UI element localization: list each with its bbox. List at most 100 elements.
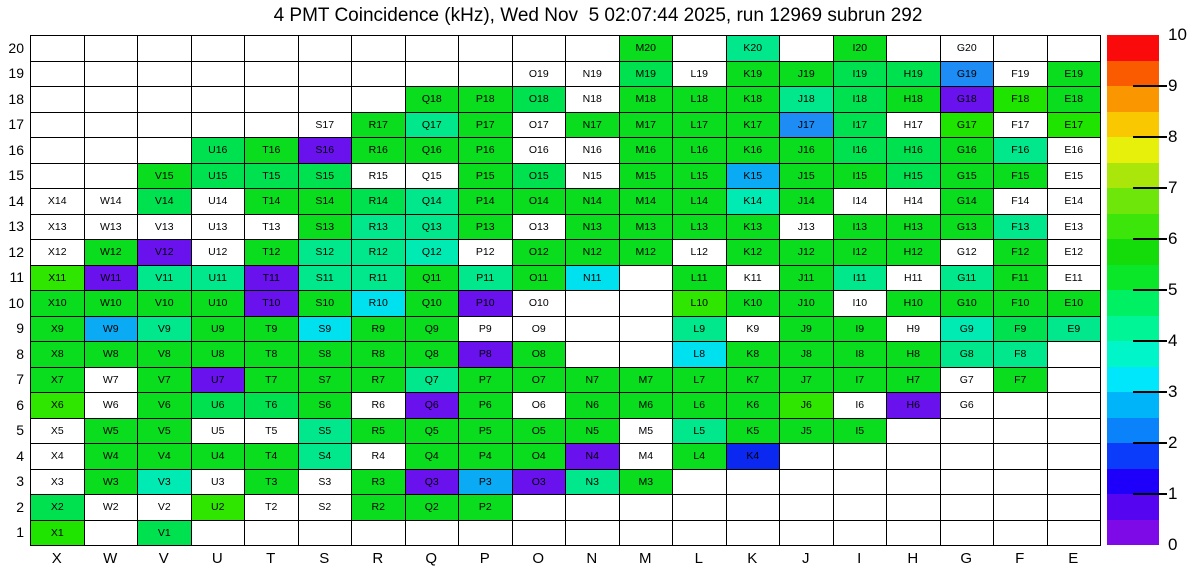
heatmap-cell-P14: P14: [459, 189, 513, 215]
heatmap-cell-P16: P16: [459, 138, 513, 164]
heatmap-cell-T10: T10: [245, 291, 299, 317]
heatmap-cell-T19: [245, 61, 299, 87]
colorbar-band: [1107, 468, 1159, 494]
heatmap-cell-F20: [994, 36, 1048, 62]
colorbar-tick: [1133, 442, 1167, 444]
heatmap-cell-Q6: Q6: [405, 393, 459, 419]
heatmap-cell-P13: P13: [459, 214, 513, 240]
heatmap-cell-V8: V8: [138, 342, 192, 368]
heatmap-cell-H20: [887, 36, 941, 62]
heatmap-cell-M7: M7: [619, 367, 673, 393]
y-axis-label-6: 6: [16, 396, 24, 413]
heatmap-cell-T20: [245, 36, 299, 62]
x-axis-label-N: N: [586, 549, 598, 567]
heatmap-cell-L2: [673, 495, 727, 521]
heatmap-cell-U16: U16: [191, 138, 245, 164]
heatmap-cell-Q10: Q10: [405, 291, 459, 317]
heatmap-cell-W18: [84, 87, 138, 113]
y-axis-label-16: 16: [8, 141, 24, 158]
heatmap-cell-H2: [887, 495, 941, 521]
heatmap-cell-P12: P12: [459, 240, 513, 266]
heatmap-cell-T12: T12: [245, 240, 299, 266]
heatmap-cell-H11: H11: [887, 265, 941, 291]
colorbar-tick-label-4: 4: [1168, 331, 1178, 350]
heatmap-cell-W11: W11: [84, 265, 138, 291]
heatmap-cell-H10: H10: [887, 291, 941, 317]
x-axis-label-E: E: [1068, 549, 1079, 567]
heatmap-cell-G8: G8: [940, 342, 994, 368]
heatmap-cell-R3: R3: [352, 469, 406, 495]
heatmap-cell-J13: J13: [780, 214, 834, 240]
colorbar-band: [1107, 111, 1159, 137]
heatmap-cell-S7: S7: [298, 367, 352, 393]
heatmap-cell-N1: [566, 520, 620, 546]
heatmap-cell-J18: J18: [780, 87, 834, 113]
heatmap-cell-V20: [138, 36, 192, 62]
heatmap-cell-S5: S5: [298, 418, 352, 444]
heatmap-cell-E2: [1047, 495, 1101, 521]
heatmap-cell-H1: [887, 520, 941, 546]
heatmap-cell-O18: O18: [512, 87, 566, 113]
heatmap-cell-J16: J16: [780, 138, 834, 164]
heatmap-cell-X13: X13: [31, 214, 85, 240]
heatmap-cell-J10: J10: [780, 291, 834, 317]
heatmap-cell-Q9: Q9: [405, 316, 459, 342]
y-axis-label-7: 7: [16, 371, 24, 388]
heatmap-cell-W2: W2: [84, 495, 138, 521]
heatmap-cell-M5: M5: [619, 418, 673, 444]
heatmap-cell-S8: S8: [298, 342, 352, 368]
heatmap-cell-I4: [833, 444, 887, 470]
heatmap-cell-Q11: Q11: [405, 265, 459, 291]
y-axis-label-2: 2: [16, 498, 24, 515]
heatmap-cell-O15: O15: [512, 163, 566, 189]
heatmap-cell-O16: O16: [512, 138, 566, 164]
heatmap-cell-O14: O14: [512, 189, 566, 215]
heatmap-cell-S20: [298, 36, 352, 62]
heatmap-cell-V1: V1: [138, 520, 192, 546]
colorbar-tick-label-9: 9: [1168, 76, 1178, 95]
heatmap-cell-V11: V11: [138, 265, 192, 291]
chart-title: 4 PMT Coincidence (kHz), Wed Nov 5 02:07…: [273, 5, 923, 26]
heatmap-cell-W9: W9: [84, 316, 138, 342]
heatmap-cell-M3: M3: [619, 469, 673, 495]
heatmap-cell-L8: L8: [673, 342, 727, 368]
heatmap-cell-N12: N12: [566, 240, 620, 266]
heatmap-cell-W16: [84, 138, 138, 164]
colorbar: [1107, 35, 1159, 545]
heatmap-cell-U20: [191, 36, 245, 62]
heatmap-cell-I18: I18: [833, 87, 887, 113]
heatmap-cell-R2: R2: [352, 495, 406, 521]
heatmap-cell-P7: P7: [459, 367, 513, 393]
y-axis-label-9: 9: [16, 320, 24, 337]
heatmap-cell-N3: N3: [566, 469, 620, 495]
heatmap-cell-F5: [994, 418, 1048, 444]
heatmap-cell-J14: J14: [780, 189, 834, 215]
heatmap-cell-J15: J15: [780, 163, 834, 189]
heatmap-cell-L4: L4: [673, 444, 727, 470]
x-axis-label-R: R: [372, 549, 384, 567]
heatmap-cell-T5: T5: [245, 418, 299, 444]
heatmap-cell-W8: W8: [84, 342, 138, 368]
heatmap-cell-U12: U12: [191, 240, 245, 266]
colorbar-band: [1107, 86, 1159, 112]
heatmap-cell-R13: R13: [352, 214, 406, 240]
heatmap-cell-W4: W4: [84, 444, 138, 470]
heatmap-cell-I8: I8: [833, 342, 887, 368]
y-axis-label-11: 11: [9, 269, 24, 286]
x-axis-label-O: O: [532, 549, 545, 567]
heatmap-cell-I3: [833, 469, 887, 495]
heatmap-cell-N18: N18: [566, 87, 620, 113]
heatmap-cell-H16: H16: [887, 138, 941, 164]
heatmap-cell-O5: O5: [512, 418, 566, 444]
heatmap-cell-Q1: [405, 520, 459, 546]
heatmap-cell-G20: G20: [940, 36, 994, 62]
heatmap-cell-F6: [994, 393, 1048, 419]
heatmap-cell-M4: M4: [619, 444, 673, 470]
heatmap-cell-M1: [619, 520, 673, 546]
y-axis-label-15: 15: [8, 167, 24, 184]
heatmap-cell-H13: H13: [887, 214, 941, 240]
heatmap-cell-O12: O12: [512, 240, 566, 266]
colorbar-band: [1107, 519, 1159, 545]
heatmap-cell-J6: J6: [780, 393, 834, 419]
